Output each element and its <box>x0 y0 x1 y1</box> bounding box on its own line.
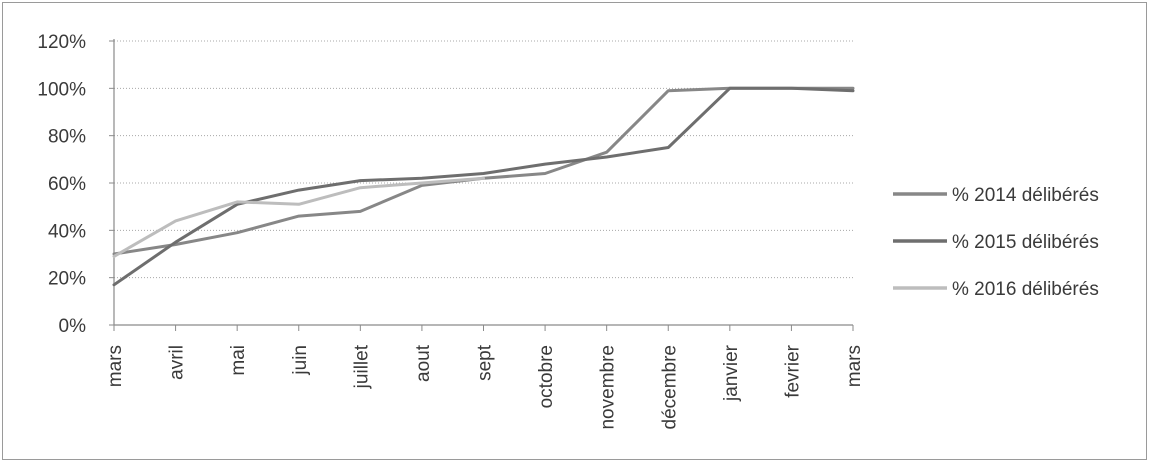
x-axis-tick-labels: mars avril mai juin juillet aout sept octobre no… <box>105 344 865 429</box>
x-tick-label: novembre <box>598 345 619 430</box>
legend-label: % 2014 délibérés <box>952 185 1099 206</box>
y-tick-label: 0% <box>59 316 87 337</box>
y-tick-label: 20% <box>48 269 86 290</box>
x-tick-label: juillet <box>351 344 372 389</box>
x-tick-label: fevrier <box>782 344 803 397</box>
x-tick-label: juin <box>290 345 311 376</box>
x-tick-label: janvier <box>721 344 742 402</box>
x-tick-label: octobre <box>536 345 557 408</box>
legend-label: % 2016 délibérés <box>952 279 1099 300</box>
series-lines <box>112 86 855 287</box>
x-tick-label: sept <box>475 344 496 381</box>
y-tick-label: 40% <box>48 221 86 242</box>
x-tick-label: décembre <box>659 345 680 430</box>
series-line <box>112 86 855 287</box>
y-axis-tick-labels: 0% 20% 40% 60% 80% 100% 120% <box>37 32 86 337</box>
x-tick-label: aout <box>413 344 434 382</box>
x-tick-label: avril <box>167 345 188 380</box>
legend: % 2014 délibérés % 2015 délibérés % 2016 d… <box>893 185 1099 300</box>
y-tick-label: 80% <box>48 127 86 148</box>
y-tick-label: 120% <box>37 32 86 53</box>
gridlines <box>114 40 853 279</box>
y-tick-label: 100% <box>37 79 86 100</box>
y-tick-label: 60% <box>48 174 86 195</box>
series-line <box>112 86 855 256</box>
x-tick-label: mai <box>228 345 249 376</box>
series-line <box>112 176 485 258</box>
legend-label: % 2015 délibérés <box>952 232 1099 253</box>
axes <box>109 39 854 331</box>
x-tick-label: mars <box>105 345 126 387</box>
x-tick-label: mars <box>844 345 865 387</box>
